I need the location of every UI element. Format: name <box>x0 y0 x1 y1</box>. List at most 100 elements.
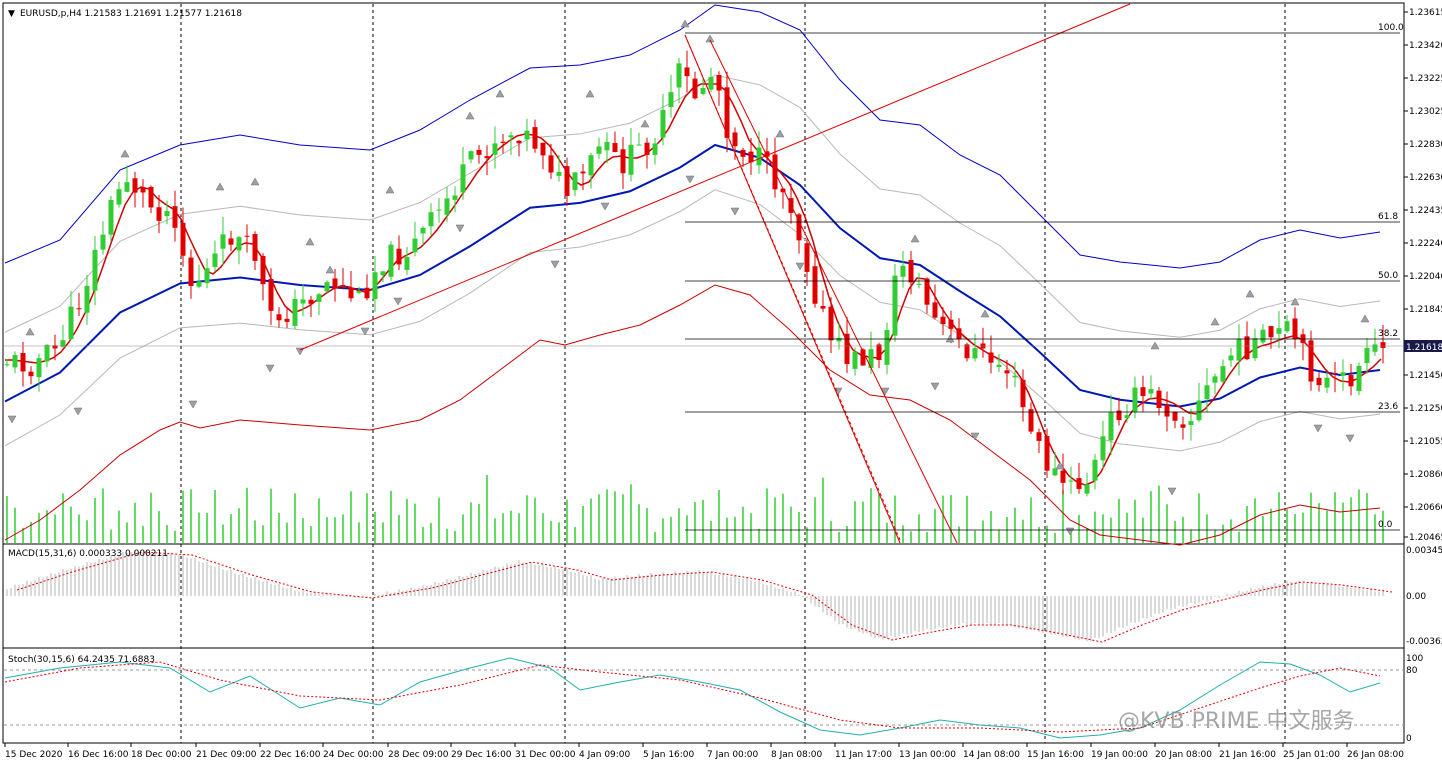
volume-bars <box>6 475 1384 543</box>
macd-tick-top: 0.003455 <box>1406 546 1442 556</box>
candle-body <box>1380 342 1386 348</box>
fractal-up-icon <box>215 182 225 191</box>
price-tick-label: 1.21450 <box>1409 371 1442 381</box>
candle-body <box>804 243 810 272</box>
candle-body <box>372 272 378 300</box>
candle-body <box>4 364 10 366</box>
candle-body <box>148 186 154 208</box>
candle-body <box>932 302 938 318</box>
price-tick-label: 1.20465 <box>1409 533 1442 543</box>
fibo-level-label: 50.0 <box>1378 271 1398 281</box>
candle-body <box>412 238 418 253</box>
fibo-base-line <box>684 34 901 541</box>
candle-body <box>388 244 394 277</box>
candle-body <box>1268 326 1274 338</box>
watermark: @KVB PRIME 中文服务 <box>1118 709 1354 734</box>
candle-body <box>740 149 746 157</box>
fractal-up-icon <box>1360 314 1370 323</box>
candle-body <box>844 333 850 364</box>
candle-body <box>300 299 306 304</box>
time-tick-label: 8 Jan 08:00 <box>771 750 823 760</box>
candle-body <box>468 151 474 160</box>
fibonacci-retracement[interactable]: 100.0 61.8 50.0 38.2 23.6 0.0 <box>4 23 1404 531</box>
candle-body <box>1084 484 1090 494</box>
time-tick-label: 4 Jan 09:00 <box>579 750 631 760</box>
candle-body <box>1060 470 1066 483</box>
candle-body <box>692 78 698 99</box>
time-tick-label: 25 Jan 01:00 <box>1283 750 1340 760</box>
candle-body <box>708 77 714 90</box>
candle-body <box>1132 387 1138 412</box>
candle-body <box>1188 421 1194 425</box>
candle-body <box>956 328 962 340</box>
price-tick-label: 1.22240 <box>1409 239 1442 249</box>
candle-body <box>716 75 722 91</box>
price-tick-label: 1.21055 <box>1409 437 1442 447</box>
price-tick-label: 1.22630 <box>1409 173 1442 183</box>
fractal-up-icon <box>585 89 595 98</box>
candle-body <box>1364 347 1370 364</box>
candle-body <box>1260 329 1266 343</box>
candle-body <box>132 178 138 193</box>
fractal-down-icon <box>188 400 198 409</box>
chart-symbol-triangle-icon[interactable]: ▼ <box>8 9 15 19</box>
time-axis: 15 Dec 2020 16 Dec 16:00 18 Dec 00:00 21 De… <box>4 743 1404 760</box>
candle-body <box>852 351 858 369</box>
candle-body <box>1052 468 1058 476</box>
candle-body <box>940 316 946 325</box>
fibo-level-label: 61.8 <box>1378 212 1398 222</box>
candle-body <box>268 279 274 311</box>
candle-body <box>820 306 826 309</box>
outer-upper-band <box>4 4 1381 269</box>
candle-body <box>492 143 498 155</box>
candle-body <box>68 306 74 340</box>
candle-body <box>396 248 402 265</box>
time-tick-label: 21 Dec 09:00 <box>196 750 257 760</box>
price-axis: 1.23615 1.23420 1.23225 1.23025 1.22830 1.226… <box>1404 8 1442 543</box>
candle-body <box>580 171 586 174</box>
candle-body <box>1372 344 1378 352</box>
candle-body <box>1124 415 1130 418</box>
fractal-down-icon <box>730 207 740 216</box>
candle-body <box>556 171 562 176</box>
macd-label: MACD(15,31,6) 0.000333 0.000211 <box>8 549 168 559</box>
candle-body <box>636 144 642 146</box>
fractal-up-icon <box>1150 341 1160 350</box>
candle-body <box>164 211 170 217</box>
candle-body <box>476 149 482 155</box>
trend-lines[interactable] <box>299 3 1131 544</box>
candle-body <box>284 318 290 322</box>
candle-body <box>484 156 490 159</box>
fibo-level-label: 23.6 <box>1378 402 1398 412</box>
fractal-up-icon <box>910 234 920 243</box>
candle-body <box>924 278 930 305</box>
candle-body <box>460 164 466 193</box>
candle-body <box>180 222 186 256</box>
inner-lower-band <box>4 189 1381 452</box>
candle-body <box>1284 321 1290 332</box>
fractal-up-icon <box>1245 289 1255 298</box>
candlesticks[interactable] <box>4 50 1386 497</box>
time-tick-label: 20 Jan 08:00 <box>1155 750 1212 760</box>
candle-body <box>1356 365 1362 391</box>
candle-body <box>1220 366 1226 382</box>
candle-body <box>524 130 530 140</box>
time-tick-label: 7 Jan 00:00 <box>707 750 759 760</box>
candle-body <box>700 88 706 94</box>
candle-body <box>508 135 514 138</box>
candle-body <box>236 237 242 251</box>
candle-body <box>540 142 546 156</box>
candle-body <box>1228 355 1234 361</box>
candle-body <box>1292 318 1298 340</box>
current-price-marker <box>1404 340 1442 352</box>
candle-body <box>44 344 50 362</box>
candle-body <box>516 140 522 144</box>
envelope-bands <box>4 4 1382 546</box>
candle-body <box>644 142 650 155</box>
candle-body <box>188 257 194 287</box>
channel-line-right <box>709 39 958 544</box>
candle-body <box>1156 390 1162 409</box>
fractal-down-icon <box>360 327 370 336</box>
candle-body <box>348 287 354 299</box>
